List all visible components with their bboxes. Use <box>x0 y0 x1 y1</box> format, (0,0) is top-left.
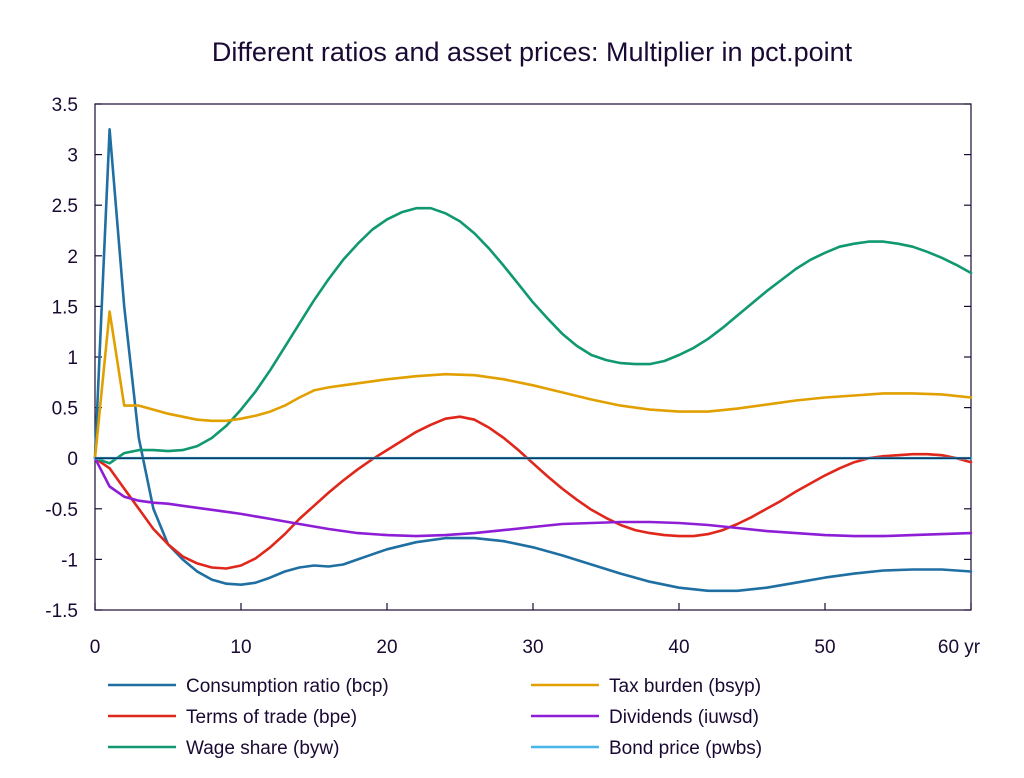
y-tick-label: 3 <box>67 146 78 167</box>
legend-label-0: Consumption ratio (bcp) <box>186 676 389 697</box>
plot-area <box>94 103 972 611</box>
y-tick-label: 1.5 <box>52 297 78 318</box>
legend-label-4: Dividends (iuwsd) <box>609 707 759 728</box>
y-tick-label: 2.5 <box>52 196 78 217</box>
series-line-2 <box>93 206 973 465</box>
series-line-4 <box>93 456 973 538</box>
x-tick-label: 20 <box>376 637 397 658</box>
x-tick-label: 40 <box>668 637 689 658</box>
y-tick-label: 2 <box>67 247 78 268</box>
series-line-0 <box>93 128 973 593</box>
x-axis-ticks: 0 10 20 30 40 50 60 yr <box>90 603 981 658</box>
plot-frame <box>94 103 972 611</box>
legend-label-5: Bond price (pwbs) <box>609 738 762 759</box>
chart-title: Different ratios and asset prices: Multi… <box>212 37 853 67</box>
x-tick-label: 30 <box>522 637 543 658</box>
x-tick-label: 60 yr <box>938 637 981 658</box>
legend-label-3: Tax burden (bsyp) <box>609 676 761 697</box>
y-tick-label: 0.5 <box>52 399 78 420</box>
series-lines <box>93 128 973 593</box>
y-tick-label: 0 <box>67 449 78 470</box>
y-tick-label: -1.5 <box>45 601 78 622</box>
y-tick-label: -0.5 <box>45 500 78 521</box>
x-tick-label: 50 <box>814 637 835 658</box>
x-tick-label: 10 <box>230 637 251 658</box>
y-tick-label: 3.5 <box>52 95 78 116</box>
series-line-3 <box>93 310 973 460</box>
legend: Consumption ratio (bcp) Terms of trade (b… <box>108 676 762 759</box>
y-tick-label: 1 <box>67 348 78 369</box>
x-tick-label: 0 <box>90 637 101 658</box>
legend-label-1: Terms of trade (bpe) <box>186 707 357 728</box>
legend-label-2: Wage share (byw) <box>186 738 339 759</box>
y-tick-label: -1 <box>61 550 78 571</box>
series-line-1 <box>93 415 973 570</box>
